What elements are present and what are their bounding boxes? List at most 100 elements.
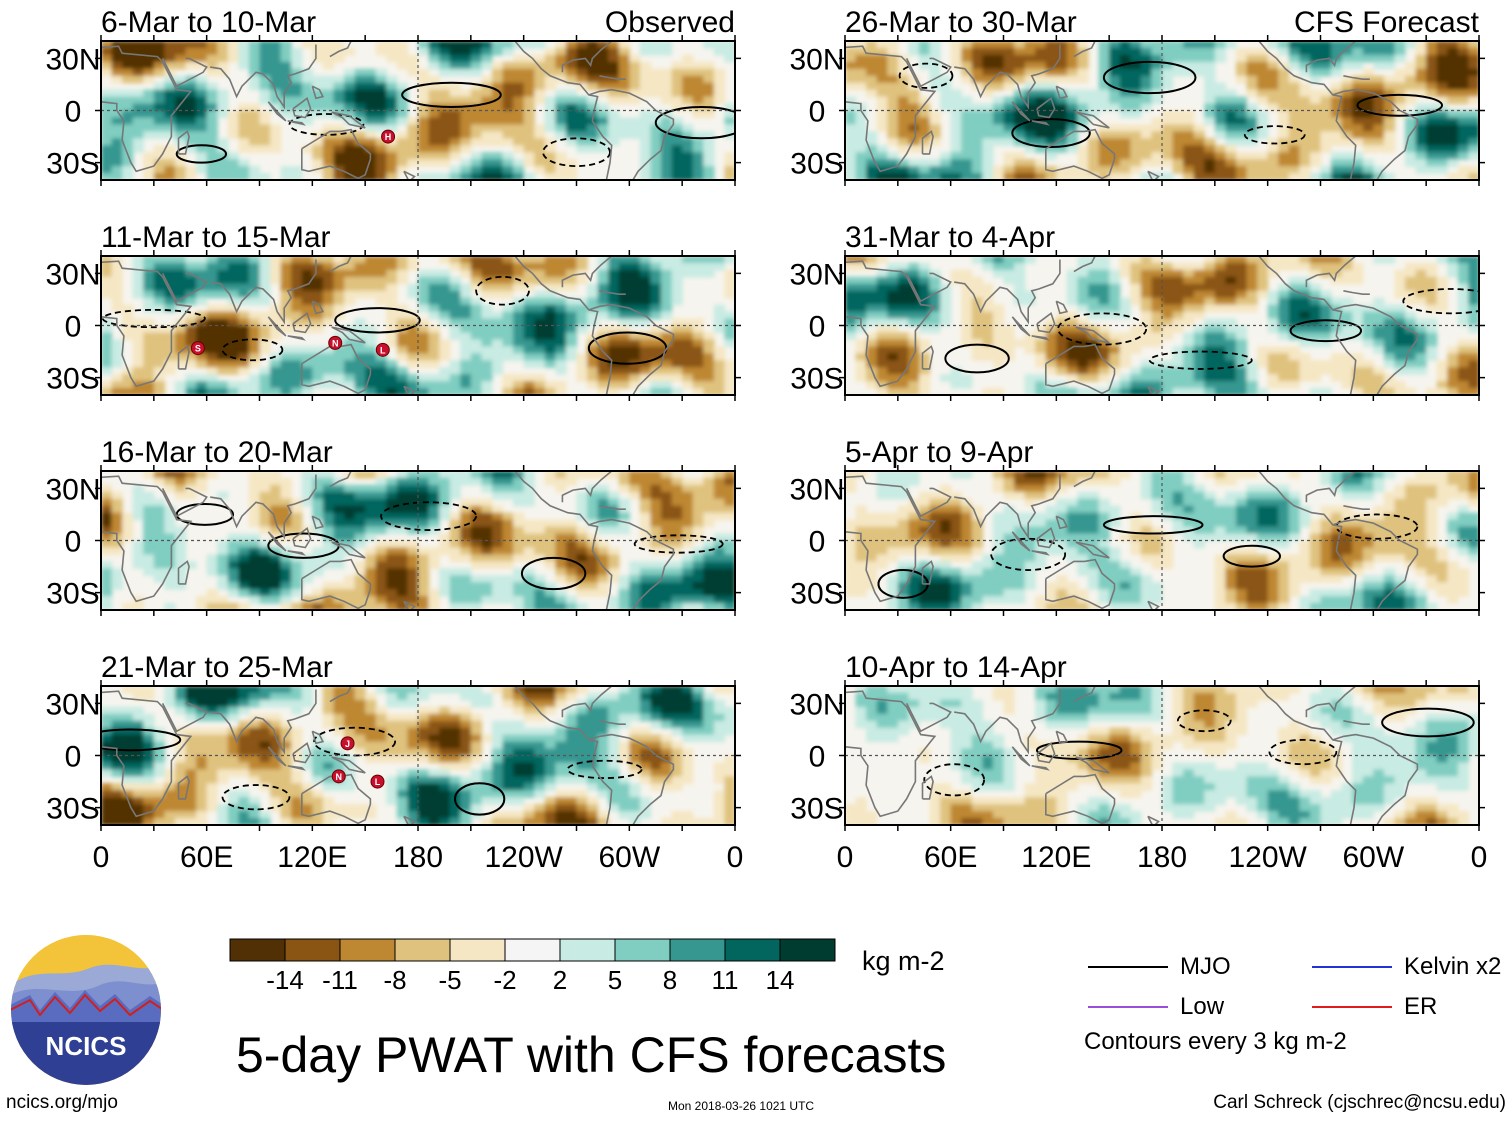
anomaly-cell (608, 61, 620, 70)
anomaly-cell (470, 720, 482, 729)
anomaly-cell (618, 804, 630, 812)
anomaly-cell (111, 811, 123, 819)
anomaly-cell (565, 797, 578, 805)
anomaly-cell (682, 332, 694, 340)
anomaly-cell (971, 145, 983, 153)
coastline (588, 303, 675, 395)
anomaly-cell (418, 519, 430, 528)
anomaly-cell (639, 47, 652, 56)
anomaly-cell (597, 304, 609, 313)
anomaly-cell (565, 526, 578, 535)
anomaly-cell (301, 699, 313, 708)
anomaly-cell (661, 575, 673, 583)
anomaly-cell (333, 686, 345, 694)
anomaly-cell (439, 471, 451, 479)
anomaly-cell (1035, 75, 1047, 84)
anomaly-cell (671, 388, 683, 395)
anomaly-cell (143, 159, 155, 167)
anomaly-cell (143, 61, 155, 70)
anomaly-cell (280, 173, 292, 180)
anomaly-cell (650, 686, 662, 694)
anomaly-cell (153, 96, 165, 105)
anomaly-cell (101, 783, 113, 791)
anomaly-cell (961, 96, 973, 105)
anomaly-cell (375, 381, 387, 389)
anomaly-cell (1320, 124, 1332, 132)
anomaly-cell (845, 131, 857, 139)
anomaly-cell (132, 498, 144, 507)
anomaly-cell (639, 734, 652, 743)
anomaly-cell (713, 554, 726, 562)
anomaly-cell (1151, 41, 1163, 49)
anomaly-cell (576, 811, 588, 819)
anomaly-cell (111, 75, 123, 84)
anomaly-cell (333, 374, 345, 382)
anomaly-cell (1457, 166, 1470, 174)
anomaly-cell (238, 325, 250, 334)
anomaly-cell (671, 561, 683, 569)
anomaly-cell (122, 75, 134, 84)
anomaly-cell (460, 145, 472, 153)
anomaly-cell (164, 582, 176, 590)
anomaly-cell (908, 145, 920, 153)
anomaly-cell (396, 353, 409, 361)
anomaly-cell (301, 811, 313, 819)
storm-marker: L (370, 774, 385, 789)
anomaly-cell (565, 159, 578, 167)
anomaly-cell (101, 381, 113, 389)
anomaly-cell (661, 166, 673, 174)
anomaly-cell (1056, 54, 1068, 63)
anomaly-cell (1003, 159, 1015, 167)
anomaly-cell (333, 353, 345, 361)
anomaly-cell (1130, 41, 1142, 49)
anomaly-cell (322, 256, 335, 264)
anomaly-cell (227, 311, 239, 320)
anomaly-cell (174, 804, 187, 812)
anomaly-cell (206, 790, 218, 798)
anomaly-cell (1193, 54, 1205, 63)
anomaly-cell (929, 173, 941, 180)
anomaly-cell (682, 811, 694, 819)
anomaly-cell (1183, 41, 1195, 49)
anomaly-cell (639, 166, 652, 174)
anomaly-cell (132, 96, 144, 105)
anomaly-cell (544, 471, 556, 479)
anomaly-cell (259, 547, 271, 555)
anomaly-cell (270, 367, 282, 375)
anomaly-cell (576, 471, 588, 479)
anomaly-cell (396, 131, 409, 139)
anomaly-cell (597, 540, 609, 549)
anomaly-cell (227, 381, 239, 389)
anomaly-cell (322, 699, 335, 708)
anomaly-cell (671, 374, 683, 382)
anomaly-cell (153, 103, 165, 112)
anomaly-cell (918, 117, 931, 125)
anomaly-cell (291, 706, 303, 715)
anomaly-cell (270, 54, 282, 63)
anomaly-cell (428, 554, 440, 562)
anomaly-cell (132, 110, 144, 119)
anomaly-cell (671, 575, 683, 583)
anomaly-cell (312, 325, 324, 334)
anomaly-cell (1193, 47, 1205, 56)
anomaly-cell (682, 325, 694, 334)
anomaly-cell (439, 47, 451, 56)
anomaly-cell (386, 318, 398, 327)
anomaly-cell (470, 471, 482, 479)
anomaly-cell (365, 68, 377, 77)
anomaly-cell (143, 540, 155, 549)
anomaly-cell (396, 804, 409, 812)
anomaly-cell (470, 304, 482, 313)
anomaly-cell (143, 117, 155, 125)
anomaly-cell (481, 776, 493, 784)
anomaly-cell (227, 304, 239, 313)
anomaly-cell (565, 575, 578, 583)
anomaly-cell (174, 262, 187, 271)
anomaly-cell (460, 96, 472, 105)
anomaly-cell (597, 790, 609, 798)
anomaly-cell (153, 498, 165, 507)
anomaly-cell (206, 367, 218, 375)
anomaly-cell (1140, 96, 1153, 105)
anomaly-cell (1341, 61, 1353, 70)
anomaly-cell (618, 276, 630, 285)
